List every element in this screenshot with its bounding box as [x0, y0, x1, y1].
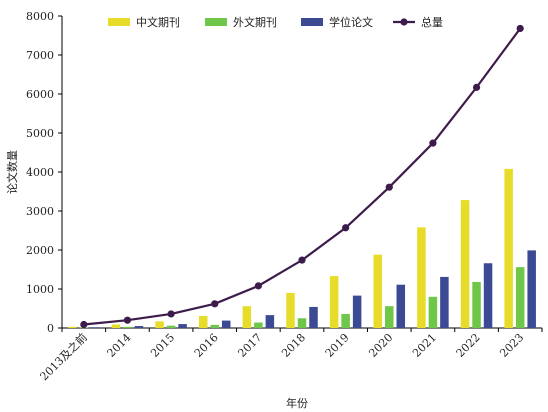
bar	[123, 326, 132, 328]
x-tick-label: 2018	[279, 331, 308, 360]
legend-label: 中文期刊	[136, 15, 180, 29]
bar	[68, 326, 77, 328]
bar	[221, 320, 231, 328]
y-tick-label: 8000	[26, 10, 54, 23]
line-path	[83, 27, 522, 326]
y-tick-label: 4000	[26, 166, 54, 179]
line-point	[167, 310, 175, 318]
x-tick-label: 2021	[410, 331, 439, 360]
bar	[440, 276, 449, 328]
y-tick-label: 1000	[26, 283, 54, 296]
legend-label: 总量	[421, 15, 443, 29]
x-tick-label: 2013及之前	[37, 330, 90, 383]
x-tick-label: 2019	[323, 331, 352, 360]
x-tick-label: 2020	[366, 331, 395, 360]
bar	[460, 200, 470, 328]
y-tick-label: 7000	[26, 49, 54, 62]
x-tick-label: 2022	[454, 331, 483, 360]
legend-marker	[400, 18, 408, 26]
y-tick-label: 6000	[26, 88, 54, 101]
x-tick-label: 2015	[148, 331, 177, 360]
line-point	[123, 316, 132, 324]
legend-label: 外文期刊	[233, 15, 277, 29]
line-point	[298, 256, 306, 264]
bar	[286, 292, 295, 328]
bar	[373, 254, 383, 328]
bar	[309, 306, 318, 328]
line-point	[254, 282, 262, 290]
x-tick-label: 2016	[192, 331, 221, 360]
bar	[527, 250, 536, 328]
bar	[483, 263, 493, 328]
bar	[472, 281, 481, 328]
bar	[297, 318, 307, 328]
bar	[265, 315, 275, 328]
x-tick-label: 2017	[235, 331, 264, 360]
bar	[166, 325, 176, 328]
bar	[178, 324, 187, 328]
bar	[341, 313, 350, 328]
legend-swatch	[301, 18, 323, 26]
bar	[254, 322, 263, 328]
bar	[515, 267, 525, 328]
bar	[242, 306, 252, 328]
legend-swatch	[205, 18, 227, 26]
y-axis-title: 论文数量	[5, 150, 19, 194]
bar	[134, 326, 144, 328]
total-line-series	[80, 24, 524, 329]
bar	[396, 284, 406, 328]
y-tick-label: 5000	[26, 127, 54, 140]
line-point	[385, 183, 393, 191]
line-point	[80, 320, 88, 329]
bar	[504, 168, 513, 328]
legend-label: 学位论文	[329, 15, 373, 29]
bars	[68, 168, 536, 328]
line-point	[211, 300, 219, 308]
bar	[428, 296, 438, 328]
bar	[111, 324, 121, 328]
line-point	[516, 24, 524, 33]
line-point	[472, 83, 481, 91]
bar	[155, 321, 164, 328]
bar	[385, 306, 394, 328]
legend: 中文期刊 外文期刊 学位论文 总量	[108, 15, 443, 29]
x-tick-label: 2014	[105, 331, 134, 360]
bar	[329, 276, 339, 328]
y-tick-label: 2000	[26, 244, 54, 257]
line-point	[342, 224, 350, 232]
x-axis-title: 年份	[286, 396, 308, 410]
legend-swatch	[108, 18, 130, 26]
x-tick-label: 2023	[497, 331, 526, 360]
line-point	[429, 139, 437, 147]
bar	[198, 315, 208, 328]
bar	[210, 324, 219, 328]
bar	[91, 327, 100, 328]
bar	[417, 227, 426, 328]
y-tick-label: 0	[47, 322, 54, 335]
y-tick-label: 3000	[26, 205, 54, 218]
bar	[352, 295, 362, 328]
